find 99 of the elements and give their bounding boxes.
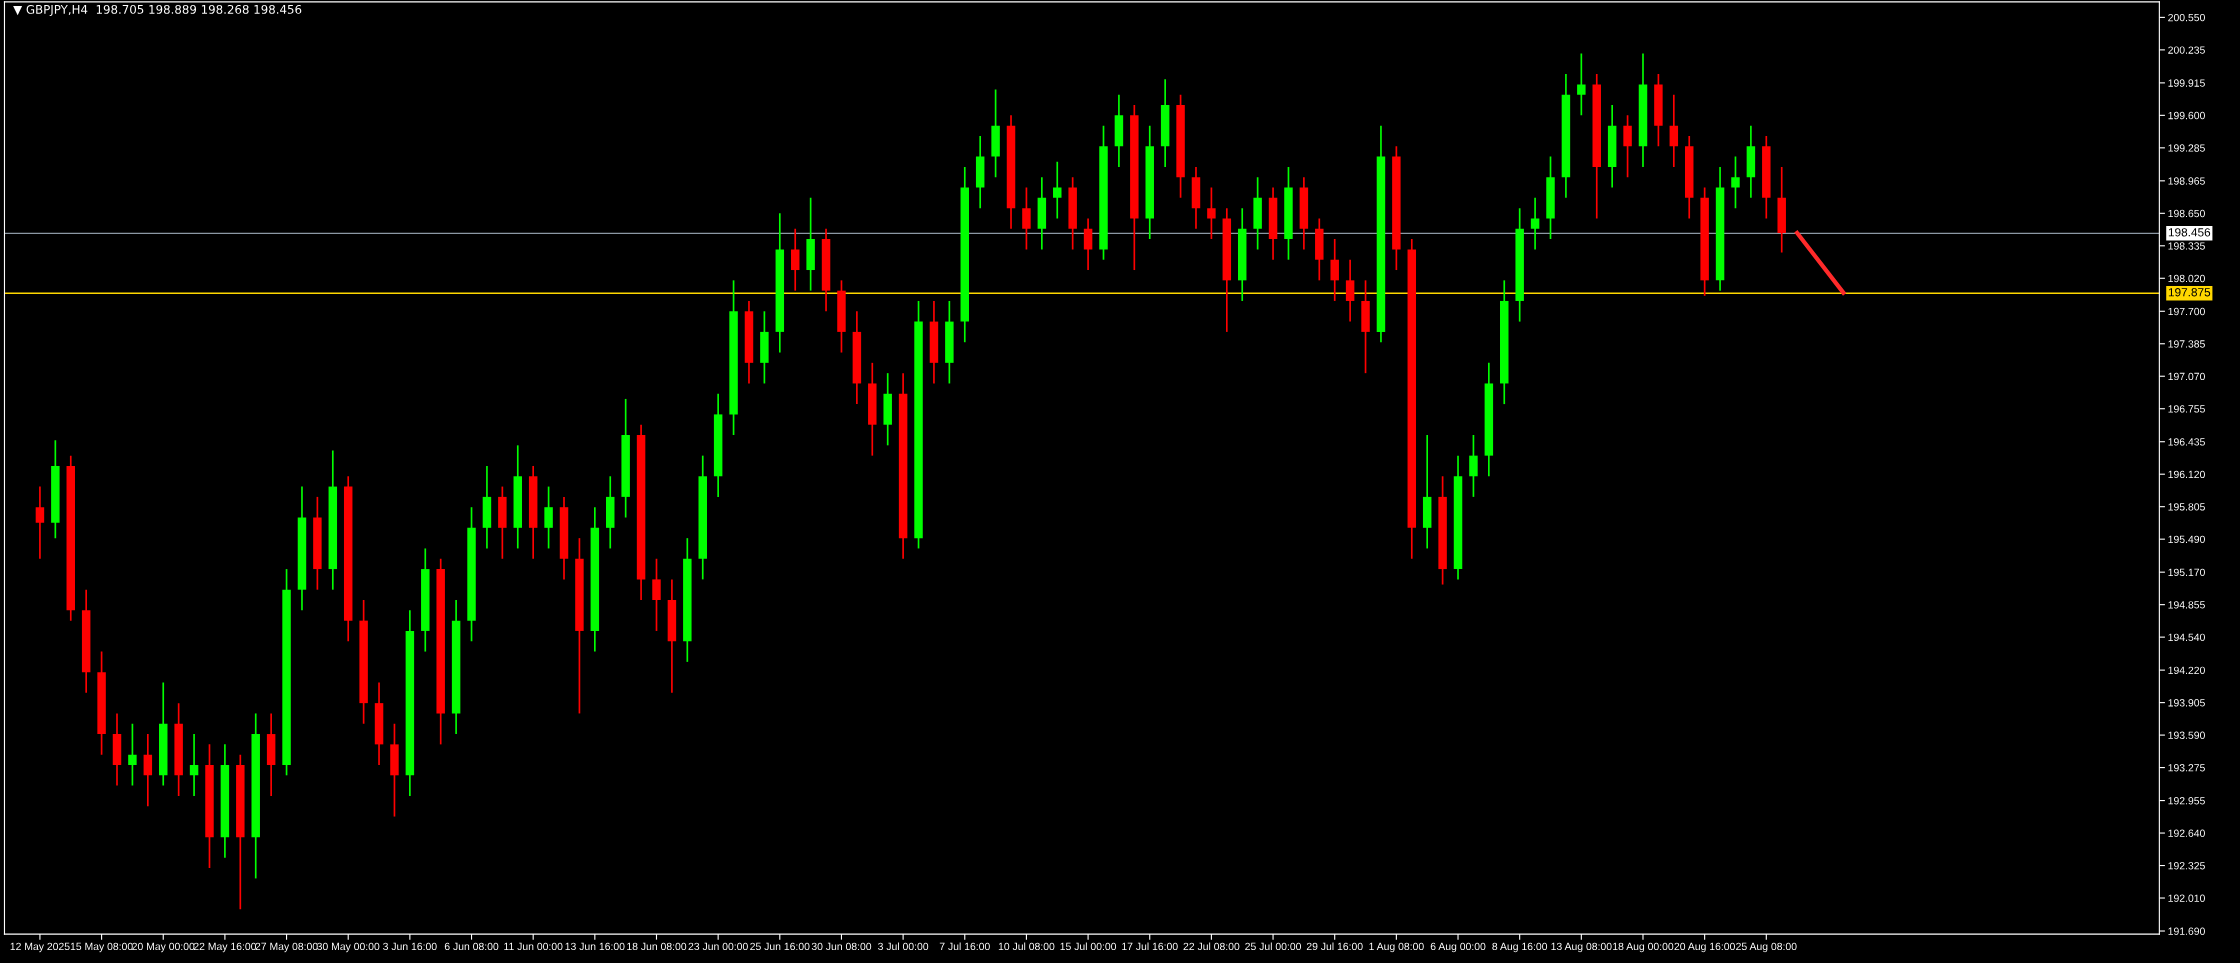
candlestick bbox=[652, 557, 661, 632]
y-tick-label: 200.550 bbox=[2168, 13, 2205, 22]
candlestick bbox=[806, 197, 815, 292]
x-tick-label: 6 Aug 00:00 bbox=[1430, 942, 1486, 953]
y-tick-label: 192.640 bbox=[2168, 829, 2205, 837]
y-tick-label: 195.490 bbox=[2168, 535, 2205, 544]
candlestick bbox=[1284, 166, 1293, 261]
y-tick-label: 195.805 bbox=[2168, 503, 2205, 511]
y-tick-label: 198.020 bbox=[2168, 274, 2205, 283]
candlestick bbox=[1731, 155, 1740, 209]
y-tick-label: 192.955 bbox=[2168, 797, 2205, 805]
x-tick-label: 17 Jul 16:00 bbox=[1122, 942, 1178, 951]
candlestick bbox=[205, 743, 214, 869]
y-tick-label: 196.120 bbox=[2168, 470, 2205, 479]
x-tick-label: 8 Aug 16:00 bbox=[1492, 942, 1548, 953]
x-tick-label: 11 Jun 00:00 bbox=[504, 942, 563, 951]
x-tick-label: 20 Aug 16:00 bbox=[1674, 942, 1735, 953]
x-tick-label: 7 Jul 16:00 bbox=[939, 942, 990, 951]
y-tick-label: 196.435 bbox=[2168, 438, 2205, 446]
y-tick-label: 198.650 bbox=[2168, 209, 2205, 218]
chart-title: ▼ GBPJPY,H4 198.705 198.889 198.268 198.456 bbox=[13, 4, 302, 17]
y-tick-label: 197.070 bbox=[2168, 372, 2205, 381]
candlestick bbox=[467, 506, 476, 643]
y-tick-label: 199.915 bbox=[2168, 79, 2205, 87]
x-tick-label: 1 Aug 08:00 bbox=[1369, 942, 1424, 953]
y-tick-label: 195.170 bbox=[2168, 568, 2205, 577]
y-tick-label: 193.275 bbox=[2168, 764, 2205, 772]
candlestick bbox=[1099, 124, 1108, 261]
x-tick-label: 25 Aug 08:00 bbox=[1736, 942, 1797, 953]
candlestick bbox=[991, 88, 1000, 179]
candlestick bbox=[1469, 434, 1478, 498]
candlestick bbox=[837, 279, 846, 354]
y-tick-label: 194.855 bbox=[2168, 601, 2205, 609]
candlestick bbox=[575, 537, 584, 715]
candlestick bbox=[1022, 186, 1031, 251]
x-tick-label: 27 May 08:00 bbox=[255, 942, 318, 953]
candlestick bbox=[51, 439, 60, 539]
x-tick-label: 6 Jun 08:00 bbox=[444, 942, 499, 951]
y-tick-label: 199.600 bbox=[2168, 111, 2205, 120]
x-tick-label: 20 May 00:00 bbox=[132, 942, 195, 953]
y-tick-label: 194.540 bbox=[2168, 633, 2205, 642]
candlestick bbox=[1253, 176, 1262, 251]
x-tick-label: 29 Jul 16:00 bbox=[1306, 942, 1363, 951]
candlestick bbox=[1546, 155, 1555, 240]
candlestick bbox=[313, 496, 322, 591]
y-tick-label: 193.590 bbox=[2168, 731, 2205, 739]
x-tick-label: 30 Jun 08:00 bbox=[811, 942, 872, 951]
x-tick-label: 18 Jun 08:00 bbox=[627, 942, 687, 951]
candlestick bbox=[359, 599, 368, 725]
candlestick bbox=[1361, 279, 1370, 374]
candlestick bbox=[1577, 52, 1586, 117]
y-tick-label: 192.010 bbox=[2168, 894, 2205, 902]
candlestick bbox=[97, 650, 106, 756]
y-tick-label: 192.325 bbox=[2168, 862, 2205, 870]
candlestick bbox=[1623, 114, 1632, 179]
candlestick bbox=[498, 485, 507, 560]
x-tick-label: 3 Jun 16:00 bbox=[383, 942, 437, 951]
candlestick bbox=[1207, 186, 1216, 240]
x-tick-label: 23 Jun 00:00 bbox=[688, 942, 748, 951]
y-tick-label: 198.335 bbox=[2168, 242, 2205, 250]
y-tick-label: 200.235 bbox=[2168, 46, 2205, 54]
x-tick-label: 13 Aug 08:00 bbox=[1551, 942, 1612, 953]
candlestick bbox=[729, 279, 738, 436]
y-tick-label: 191.690 bbox=[2168, 927, 2205, 935]
x-tick-label: 18 Aug 00:00 bbox=[1613, 942, 1674, 953]
ref-line-label: 198.456 bbox=[2168, 228, 2211, 237]
x-tick-label: 15 Jul 00:00 bbox=[1060, 942, 1117, 951]
candlestick bbox=[390, 722, 399, 818]
candlestick bbox=[760, 310, 769, 385]
candlestick bbox=[914, 300, 923, 550]
candlestick bbox=[544, 485, 553, 550]
candlestick bbox=[1438, 475, 1447, 586]
y-tick-label: 194.220 bbox=[2168, 666, 2205, 675]
x-tick-label: 22 Jul 08:00 bbox=[1183, 942, 1240, 951]
x-tick-label: 10 Jul 08:00 bbox=[998, 942, 1055, 951]
y-tick-label: 193.905 bbox=[2168, 699, 2205, 707]
x-tick-label: 3 Jul 00:00 bbox=[878, 942, 929, 951]
x-tick-label: 30 May 00:00 bbox=[317, 942, 380, 953]
x-tick-label: 25 Jun 16:00 bbox=[750, 942, 810, 951]
ref-line-label: 197.875 bbox=[2168, 288, 2211, 297]
candlestick bbox=[1700, 186, 1709, 297]
candlestick bbox=[1392, 145, 1401, 271]
candlestick bbox=[621, 398, 630, 519]
y-tick-label: 198.965 bbox=[2168, 177, 2205, 185]
y-tick-label: 197.385 bbox=[2168, 340, 2205, 348]
candlestick bbox=[1176, 93, 1185, 199]
candlestick bbox=[945, 300, 954, 385]
y-tick-label: 199.285 bbox=[2168, 144, 2205, 152]
x-tick-label: 22 May 16:00 bbox=[193, 942, 257, 953]
candlestick bbox=[174, 702, 183, 797]
y-tick-label: 197.700 bbox=[2168, 307, 2205, 316]
candlestick bbox=[128, 722, 137, 787]
x-tick-label: 25 Jul 00:00 bbox=[1245, 942, 1302, 951]
candlestick bbox=[282, 568, 291, 777]
x-tick-label: 15 May 08:00 bbox=[70, 942, 133, 953]
x-tick-label: 13 Jun 16:00 bbox=[565, 942, 625, 951]
y-tick-label: 196.755 bbox=[2168, 405, 2205, 413]
candlestick bbox=[1654, 73, 1663, 148]
x-tick-label: 12 May 2025 bbox=[10, 942, 70, 953]
